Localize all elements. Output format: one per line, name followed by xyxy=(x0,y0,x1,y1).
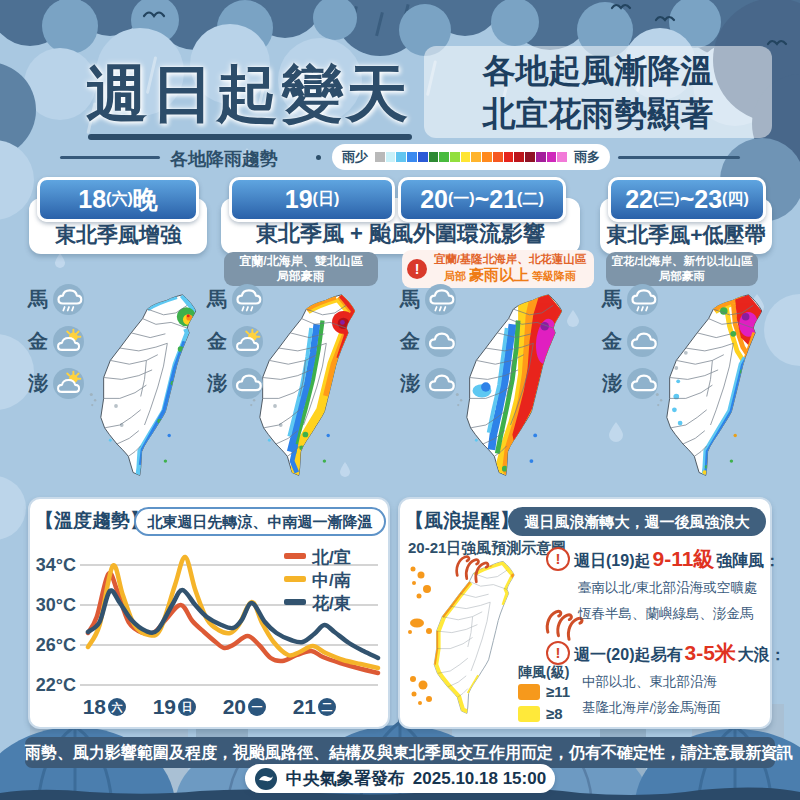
islands-kinmen: 金 xyxy=(400,326,456,357)
rain-more-label: 雨多 xyxy=(574,148,600,166)
header-subtitle: 各地起風漸降溫 北宜花雨勢顯著 xyxy=(424,46,772,138)
svg-text:六: 六 xyxy=(111,701,123,714)
cloud-icon xyxy=(232,368,263,399)
sun-cloud-icon xyxy=(232,326,263,357)
forecast-desc: 東北季風+低壓帶 xyxy=(600,221,772,249)
islands-penghu: 澎 xyxy=(400,368,456,399)
islands-kinmen: 金 xyxy=(602,326,658,357)
sun-cloud-icon xyxy=(53,368,84,399)
taiwan-map-20-21 xyxy=(456,295,562,476)
rain-cloud-icon xyxy=(53,284,84,315)
svg-text:21: 21 xyxy=(293,695,317,718)
warning-line: 臺南以北/東北部沿海或空曠處 xyxy=(578,579,757,597)
footer-datetime: 2025.10.18 15:00 xyxy=(413,769,546,789)
svg-text:日: 日 xyxy=(182,701,193,713)
title-underline xyxy=(88,134,412,140)
taiwan-map-18 xyxy=(90,295,196,476)
gust-swatch-orange xyxy=(518,684,540,700)
rain-cloud-icon xyxy=(425,284,456,315)
cloud-icon xyxy=(627,368,658,399)
gust-legend-8: ≥8 xyxy=(518,705,563,722)
taiwan-map-22-23 xyxy=(656,295,762,476)
date-pill-22-23: 22(三)~23(四) xyxy=(608,177,766,222)
note-line1: 宜蘭/北海岸、雙北山區 xyxy=(224,254,378,269)
rain-cloud-icon xyxy=(232,284,263,315)
cloud-icon xyxy=(425,368,456,399)
temp-panel-title: 【溫度趨勢】 xyxy=(35,508,149,534)
cloud-icon xyxy=(425,326,456,357)
date-pill-18: 18(六)晚 xyxy=(37,177,199,222)
temp-panel-subtitle: 北東週日先轉涼、中南週一漸降溫 xyxy=(134,507,386,536)
rain-cloud-icon xyxy=(627,284,658,315)
warning-line: 恆春半島、蘭嶼綠島、澎金馬 xyxy=(578,605,754,623)
footer-source: 中央氣象署發布 2025.10.18 15:00 xyxy=(245,764,555,793)
gust-legend-11: ≥11 xyxy=(518,683,570,700)
warning-icon: ! xyxy=(546,547,570,571)
islands-matsu: 馬 xyxy=(207,284,263,315)
svg-text:一: 一 xyxy=(252,701,263,713)
islands-penghu: 澎 xyxy=(207,368,263,399)
warning-gust: ! 週日(19)起 9-11級 強陣風： xyxy=(546,545,780,573)
infographic-page: 週日起變天 各地起風漸降溫 北宜花雨勢顯著 各地降雨趨勢 雨少 雨多 東北季風增… xyxy=(0,0,800,800)
svg-text:22°C: 22°C xyxy=(36,675,76,695)
wind-panel-title: 【風浪提醒】 xyxy=(405,508,519,534)
note-line1: 宜蘭/基隆北海岸、北花蓮山區 xyxy=(431,253,589,266)
rain-color-scale xyxy=(375,152,567,162)
svg-text:中/南: 中/南 xyxy=(312,571,351,590)
svg-text:花/東: 花/東 xyxy=(311,594,352,613)
temperature-panel: 【溫度趨勢】 北東週日先轉涼、中南週一漸降溫 34°C 30°C 26°C 22°C 1… xyxy=(28,497,390,729)
page-title: 週日起變天 xyxy=(86,52,411,136)
footer-agency: 中央氣象署發布 xyxy=(286,767,405,790)
warning-line: 基隆北海岸/澎金馬海面 xyxy=(582,699,721,717)
header-subtitle-line1: 各地起風漸降溫 xyxy=(424,49,772,92)
svg-text:30°C: 30°C xyxy=(36,595,76,615)
svg-text:20: 20 xyxy=(223,695,246,718)
islands-matsu: 馬 xyxy=(28,284,84,315)
forecast-desc: 東北季風增強 xyxy=(29,221,207,249)
gust-swatch-yellow xyxy=(518,706,540,722)
date-pill-20-21: 20(一)~21(二) xyxy=(398,177,566,222)
svg-text:18: 18 xyxy=(83,695,107,718)
dot-separator xyxy=(316,155,321,160)
sun-cloud-icon xyxy=(53,326,84,357)
note-line1: 宜花/北海岸、新竹以北山區 xyxy=(606,254,758,269)
svg-text:二: 二 xyxy=(322,701,333,713)
header-subtitle-line2: 北宜花雨勢顯著 xyxy=(424,92,772,135)
rain-scale-legend: 雨少 雨多 xyxy=(332,144,610,170)
cloud-icon xyxy=(627,326,658,357)
forecast-desc: 東北季風 + 颱風外圍環流影響 xyxy=(221,219,580,249)
islands-matsu: 馬 xyxy=(400,284,456,315)
warning-icon: ! xyxy=(546,641,570,665)
date-pill-19: 19(日) xyxy=(229,177,395,222)
islands-kinmen: 金 xyxy=(28,326,84,357)
wind-panel: 【風浪提醒】 週日風浪漸轉大，週一後風強浪大 20-21日強風預測示意圖 xyxy=(398,497,772,729)
temperature-chart: 34°C 30°C 26°C 22°C 18 六 19 日 20 一 21 二 北/宜中/南花/東 xyxy=(30,537,388,729)
rain-trend-label: 各地降雨趨勢 xyxy=(170,147,278,171)
svg-text:19: 19 xyxy=(153,695,176,718)
islands-penghu: 澎 xyxy=(28,368,84,399)
warning-wave: ! 週一(20)起易有 3-5米 大浪： xyxy=(546,639,786,667)
islands-matsu: 馬 xyxy=(602,284,658,315)
svg-text:26°C: 26°C xyxy=(36,635,76,655)
islands-penghu: 澎 xyxy=(602,368,658,399)
rain-less-label: 雨少 xyxy=(342,148,368,166)
legend-rule-left xyxy=(60,156,160,159)
islands-kinmen: 金 xyxy=(207,326,263,357)
warning-line: 中部以北、東北部沿海 xyxy=(582,673,717,691)
taiwan-map-19 xyxy=(249,295,355,476)
legend-rule-right xyxy=(618,156,740,159)
alert-icon: ! xyxy=(407,259,427,279)
wind-panel-subtitle: 週日風浪漸轉大，週一後風強浪大 xyxy=(508,507,766,536)
cwa-logo-icon xyxy=(254,767,278,791)
svg-text:34°C: 34°C xyxy=(36,555,76,575)
svg-text:北/宜: 北/宜 xyxy=(311,548,351,567)
